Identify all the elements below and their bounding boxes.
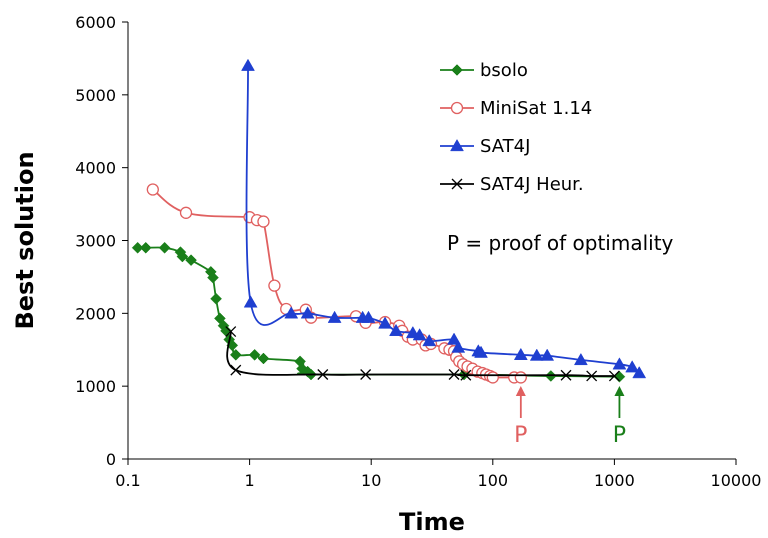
data-point-sat4j <box>327 310 342 323</box>
data-point-minisat-1-14 <box>486 371 499 384</box>
data-point-sat4j <box>612 357 627 370</box>
data-point-minisat-1-14 <box>146 183 159 196</box>
data-point-sat4j <box>451 340 466 353</box>
data-point-sat4j-heur <box>448 369 460 380</box>
data-point-sat4j <box>241 58 255 71</box>
x-axis-title: Time <box>399 508 465 536</box>
x-mark-stroke <box>451 178 463 190</box>
x-mark-stroke <box>360 369 372 380</box>
x-tick-label: 100 <box>478 471 509 490</box>
data-point-sat4j-heur <box>608 370 620 382</box>
x-tick-label: 10 <box>361 471 381 490</box>
legend-label: MiniSat 1.14 <box>480 98 592 119</box>
data-point-sat4j-heur <box>230 364 242 376</box>
data-point-sat4j-heur <box>586 370 598 382</box>
x-mark-stroke <box>230 364 242 376</box>
proof-marker: P <box>613 386 626 448</box>
legend-label: SAT4J Heur. <box>480 174 584 195</box>
legend-marker <box>451 64 463 76</box>
legend-entry-sat4j-heur: SAT4J Heur. <box>440 174 584 195</box>
data-point-sat4j <box>632 366 647 379</box>
data-point-minisat-1-14 <box>179 206 193 219</box>
proof-marker: P <box>514 386 527 448</box>
data-point-bsolo <box>248 348 261 361</box>
legend-entry-sat4j: SAT4J <box>440 136 530 157</box>
data-point-bsolo <box>131 241 144 254</box>
data-point-sat4j <box>378 316 392 329</box>
x-mark-stroke <box>560 369 572 381</box>
data-point-sat4j-heur <box>560 369 572 381</box>
data-point-bsolo <box>229 348 242 361</box>
data-point-bsolo <box>158 241 171 254</box>
data-point-bsolo <box>257 352 270 365</box>
data-point-sat4j-heur <box>460 369 472 381</box>
y-axis-title: Best solution <box>11 151 39 329</box>
data-point-sat4j-heur <box>317 369 329 380</box>
x-mark-stroke <box>225 326 237 338</box>
annotations: P = proof of optimality P P <box>447 231 674 448</box>
data-point-sat4j-heur <box>360 369 372 380</box>
x-mark-stroke <box>608 370 620 382</box>
series-sat4j <box>241 58 647 379</box>
data-point-sat4j <box>389 323 403 336</box>
data-point-bsolo <box>176 250 189 263</box>
data-point-sat4j <box>625 360 640 373</box>
proof-note: P = proof of optimality <box>447 231 674 255</box>
proof-label: P <box>514 423 527 448</box>
proof-arrow-head <box>515 386 526 396</box>
x-tick-label: 0.1 <box>115 471 140 490</box>
data-point-bsolo <box>185 254 197 267</box>
data-point-minisat-1-14 <box>514 371 527 384</box>
x-mark-stroke <box>317 369 329 380</box>
data-point-sat4j <box>529 348 544 361</box>
legend-label: bsolo <box>480 60 528 81</box>
y-tick-label: 3000 <box>75 232 116 251</box>
y-tick-label: 4000 <box>75 159 116 178</box>
data-point-sat4j <box>300 306 315 319</box>
series-minisat-1-14 <box>146 183 527 384</box>
data-point-minisat-1-14 <box>257 215 270 228</box>
data-point-minisat-1-14 <box>268 279 281 292</box>
series-sat4j-heur <box>225 326 620 382</box>
proof-arrow-head <box>614 386 625 396</box>
series-layer <box>131 58 647 384</box>
data-point-sat4j <box>243 295 258 308</box>
y-tick-label: 1000 <box>75 377 116 396</box>
data-point-sat4j <box>474 345 488 358</box>
legend-marker <box>450 101 464 115</box>
y-tick-label: 5000 <box>75 86 116 105</box>
y-tick-label: 2000 <box>75 304 116 323</box>
x-mark-stroke <box>460 369 472 381</box>
legend-label: SAT4J <box>480 136 530 157</box>
data-point-sat4j <box>540 348 555 361</box>
data-point-sat4j-heur <box>225 326 237 338</box>
data-point-sat4j <box>422 334 437 347</box>
axes: 0 1000 2000 3000 4000 5000 6000 0.1 1 10 100 1000 10… <box>75 13 761 490</box>
data-point-sat4j <box>513 347 528 360</box>
data-point-sat4j <box>284 306 299 319</box>
legend: bsolo MiniSat 1.14 SAT4J SAT4J Heur. <box>440 60 592 195</box>
data-point-sat4j <box>361 310 376 323</box>
data-point-sat4j <box>447 332 461 345</box>
y-tick-label: 0 <box>106 450 116 469</box>
x-tick-label: 1 <box>245 471 255 490</box>
data-point-sat4j <box>412 328 427 341</box>
legend-marker <box>451 178 463 190</box>
legend-entry-bsolo: bsolo <box>440 60 528 81</box>
data-point-bsolo <box>139 241 152 254</box>
data-point-bsolo <box>207 271 219 284</box>
x-mark-stroke <box>586 370 598 382</box>
legend-marker <box>450 138 464 152</box>
x-mark-stroke <box>448 369 460 380</box>
data-point-bsolo <box>210 292 222 305</box>
x-tick-label: 1000 <box>594 471 635 490</box>
legend-entry-minisat-1-14: MiniSat 1.14 <box>440 98 592 119</box>
y-tick-label: 6000 <box>75 13 116 32</box>
series-bsolo <box>131 241 626 383</box>
data-point-sat4j <box>573 352 588 366</box>
proof-label: P <box>613 423 626 448</box>
x-tick-label: 10000 <box>711 471 762 490</box>
